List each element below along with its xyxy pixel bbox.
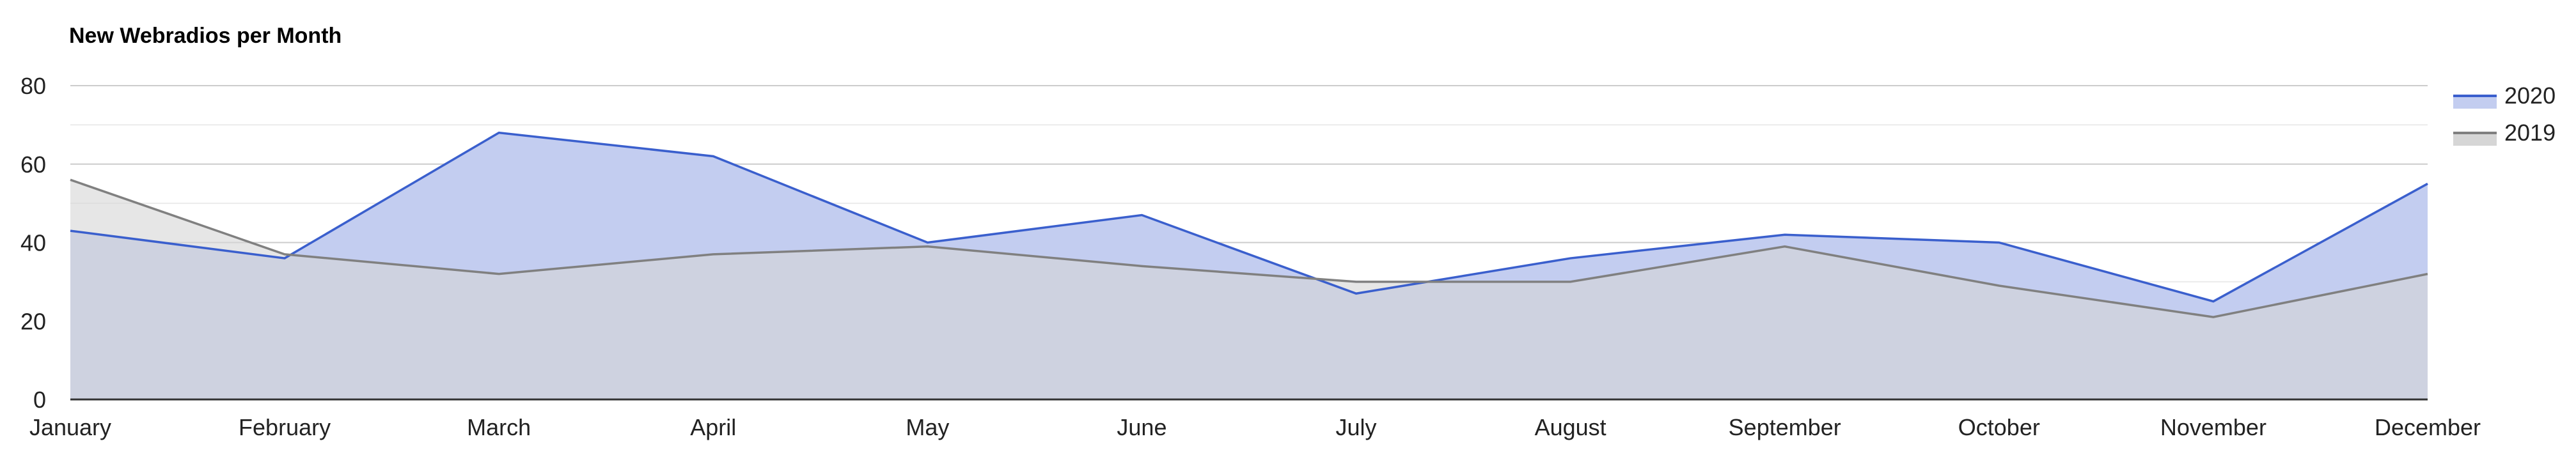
y-axis-ticks: 0 20 40 60 80 bbox=[20, 73, 46, 413]
legend-label: 2020 bbox=[2504, 82, 2556, 109]
x-tick-label: July bbox=[1336, 414, 1377, 440]
line-2020 bbox=[70, 131, 2428, 303]
series-lines bbox=[70, 131, 2428, 318]
y-tick-label: 40 bbox=[20, 230, 46, 256]
legend-label: 2019 bbox=[2504, 120, 2556, 146]
y-tick-label: 60 bbox=[20, 151, 46, 178]
legend-item-2019[interactable]: 2019 bbox=[2453, 120, 2556, 146]
x-tick-label: September bbox=[1729, 414, 1841, 440]
x-tick-label: June bbox=[1117, 414, 1166, 440]
line-2019 bbox=[70, 178, 2428, 318]
legend[interactable]: 2020 2019 bbox=[2453, 82, 2556, 146]
x-tick-label: December bbox=[2375, 414, 2481, 440]
x-tick-label: March bbox=[467, 414, 531, 440]
x-tick-label: January bbox=[29, 414, 111, 440]
y-tick-label: 0 bbox=[33, 387, 46, 413]
y-tick-label: 80 bbox=[20, 73, 46, 99]
legend-swatch bbox=[2453, 133, 2497, 146]
x-tick-label: August bbox=[1535, 414, 1606, 440]
x-tick-label: November bbox=[2160, 414, 2266, 440]
y-tick-label: 20 bbox=[20, 308, 46, 334]
series-areas bbox=[70, 132, 2428, 399]
legend-item-2020[interactable]: 2020 bbox=[2453, 82, 2556, 109]
x-tick-label: October bbox=[1958, 414, 2040, 440]
chart-title: New Webradios per Month bbox=[69, 24, 342, 48]
x-axis-ticks: January February March April May June July Augu… bbox=[29, 414, 2481, 440]
x-tick-label: April bbox=[690, 414, 736, 440]
area-2019 bbox=[70, 180, 2428, 399]
x-tick-label: May bbox=[906, 414, 949, 440]
x-tick-label: February bbox=[239, 414, 331, 440]
legend-swatch bbox=[2453, 96, 2497, 109]
